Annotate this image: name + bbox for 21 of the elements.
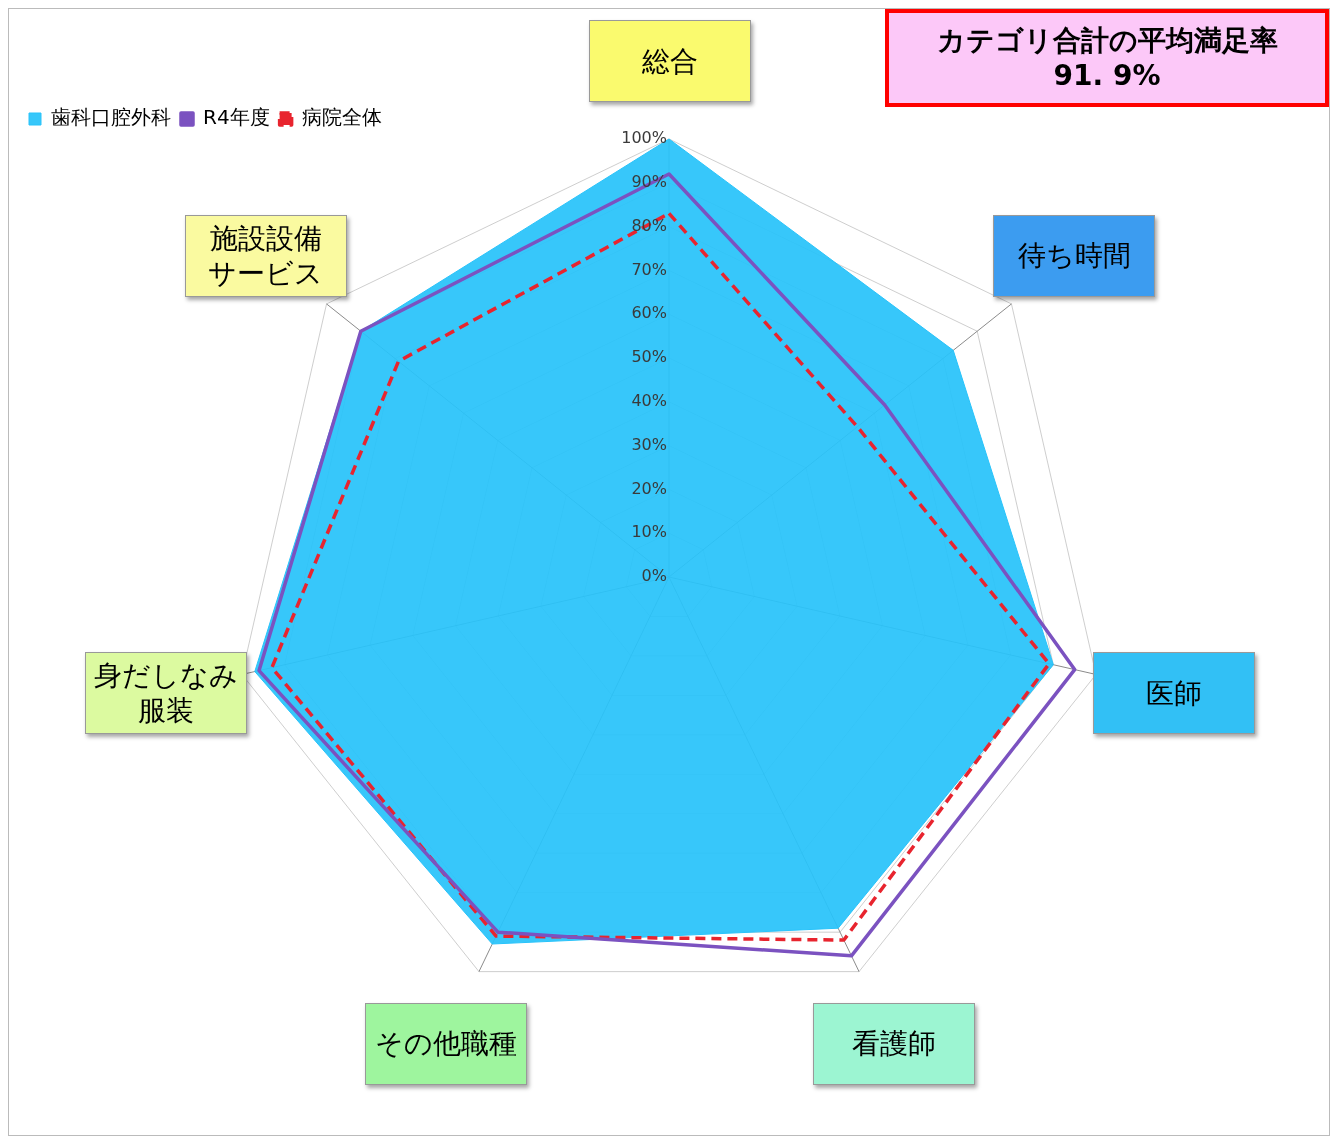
spoke-label: その他職種 — [374, 1026, 517, 1062]
spoke-label: 看護師 — [852, 1026, 937, 1062]
y-tick-label: 50% — [631, 347, 667, 367]
y-tick-label: 20% — [631, 478, 667, 498]
spoke-label: 待ち時間 — [1017, 238, 1131, 274]
spoke-label: 施設設備サービス — [207, 220, 325, 291]
y-tick-label: 100% — [621, 128, 667, 148]
y-tick-label: 80% — [631, 215, 667, 235]
spoke-label: 身だしなみ服装 — [93, 658, 240, 728]
legend-label: R4年度 — [203, 105, 270, 130]
text: カテゴリ合計の平均満足率 91. 9% — [885, 9, 1329, 107]
y-tick-label: 60% — [631, 303, 667, 323]
y-tick-label: 70% — [631, 259, 667, 279]
y-tick-label: 10% — [631, 522, 667, 542]
y-tick-label: 30% — [631, 434, 667, 454]
spoke-label: 医師 — [1145, 675, 1202, 711]
y-tick-label: 40% — [631, 390, 667, 410]
legend-label: 歯科口腔外科 — [51, 105, 171, 130]
legend-label: 病院全体 — [301, 105, 382, 130]
spoke-label: 総合 — [642, 43, 698, 79]
y-tick-label: 0% — [641, 566, 667, 586]
